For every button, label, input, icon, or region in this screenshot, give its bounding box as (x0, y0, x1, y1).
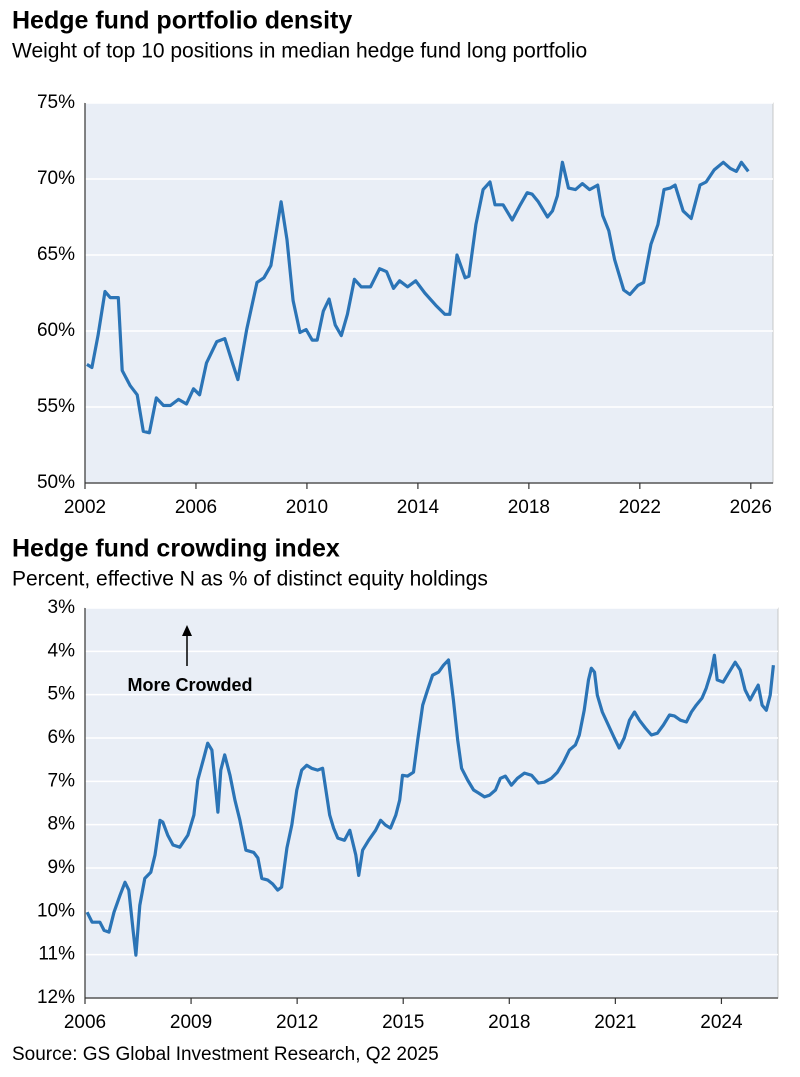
y-tick-label: 5% (48, 684, 76, 705)
chart-title: Hedge fund portfolio density (12, 7, 352, 35)
y-tick-label: 6% (48, 727, 76, 748)
chart-subtitle: Percent, effective N as % of distinct eq… (12, 568, 488, 591)
source-note: Source: GS Global Investment Research, Q… (12, 1044, 439, 1065)
y-tick-label: 65% (37, 244, 75, 265)
data-line (86, 160, 750, 435)
x-tick-label: 2006 (175, 497, 217, 518)
y-tick-label: 3% (48, 597, 76, 618)
annotation: More Crowded (127, 675, 252, 695)
y-tick-label: 9% (48, 857, 76, 878)
y-tick-label: 70% (37, 168, 75, 189)
x-tick-label: 2010 (286, 497, 328, 518)
x-tick-label: 2006 (64, 1012, 106, 1033)
x-tick-label: 2018 (488, 1012, 530, 1033)
annotation-arrowhead (182, 625, 192, 636)
chart-title: Hedge fund crowding index (12, 535, 340, 563)
plot-area (84, 102, 774, 484)
y-tick-label: 8% (48, 814, 76, 835)
y-tick-label: 60% (37, 320, 75, 341)
x-tick-label: 2018 (508, 497, 550, 518)
x-tick-label: 2015 (382, 1012, 424, 1033)
x-tick-label: 2009 (170, 1012, 212, 1033)
y-tick-label: 10% (37, 900, 75, 921)
plot-area (84, 607, 779, 999)
y-tick-label: 50% (37, 472, 75, 493)
x-tick-label: 2012 (276, 1012, 318, 1033)
x-tick-label: 2026 (730, 497, 772, 518)
y-tick-label: 75% (37, 92, 75, 113)
x-tick-label: 2024 (700, 1012, 743, 1033)
y-tick-label: 11% (38, 944, 75, 965)
y-tick-label: 55% (37, 396, 75, 417)
x-tick-label: 2002 (64, 497, 106, 518)
x-tick-label: 2022 (619, 497, 661, 518)
x-tick-label: 2021 (594, 1012, 636, 1033)
x-tick-label: 2014 (397, 497, 440, 518)
y-tick-label: 12% (37, 987, 75, 1008)
data-line (85, 653, 775, 957)
y-tick-label: 4% (48, 640, 76, 661)
y-tick-label: 7% (48, 770, 76, 791)
chart-subtitle: Weight of top 10 positions in median hed… (12, 40, 587, 63)
